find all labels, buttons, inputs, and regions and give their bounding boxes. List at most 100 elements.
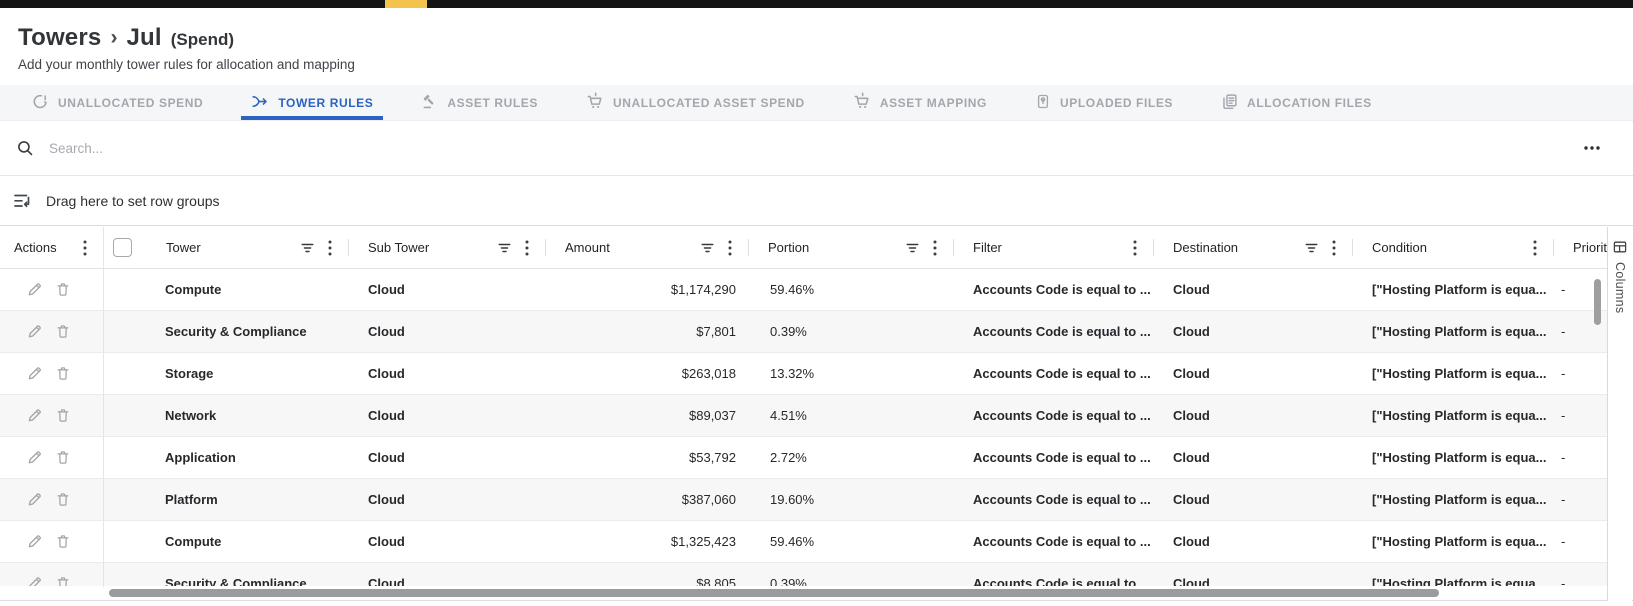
tab-uploaded-files[interactable]: UPLOADED FILES xyxy=(1011,85,1197,120)
column-menu-icon[interactable] xyxy=(83,240,87,256)
delete-row-button[interactable] xyxy=(55,575,71,586)
column-header-filter[interactable]: Filter xyxy=(953,227,1153,268)
condition-cell: ["Hosting Platform is equa... xyxy=(1372,576,1547,586)
filter-icon[interactable] xyxy=(1304,241,1319,255)
row-actions-cell xyxy=(0,563,103,586)
filter-cell: Accounts Code is equal to ... xyxy=(973,450,1151,465)
breadcrumb: Towers › Jul (Spend) xyxy=(18,8,1633,52)
column-menu-icon[interactable] xyxy=(1332,240,1336,256)
column-header-destination[interactable]: Destination xyxy=(1153,227,1352,268)
row-actions-cell xyxy=(0,269,103,310)
filter-icon[interactable] xyxy=(700,241,715,255)
amount-cell: $53,792 xyxy=(689,450,736,465)
table-row[interactable]: Network Cloud $89,037 4.51% Accounts Cod… xyxy=(0,395,1607,437)
tower-cell: Security & Compliance xyxy=(165,324,307,339)
row-group-icon xyxy=(12,191,32,211)
edit-row-button[interactable] xyxy=(26,281,43,298)
tab-label: UPLOADED FILES xyxy=(1059,95,1174,110)
tab-tower-rules[interactable]: TOWER RULES xyxy=(227,85,397,120)
destination-cell: Cloud xyxy=(1173,324,1210,339)
data-grid: Actions Tower Sub Tower xyxy=(0,227,1607,601)
portion-cell: 4.51% xyxy=(770,408,807,423)
table-row[interactable]: Platform Cloud $387,060 19.60% Accounts … xyxy=(0,479,1607,521)
filter-icon[interactable] xyxy=(300,241,315,255)
table-row[interactable]: Application Cloud $53,792 2.72% Accounts… xyxy=(0,437,1607,479)
destination-cell: Cloud xyxy=(1173,366,1210,381)
column-header-portion[interactable]: Portion xyxy=(748,227,953,268)
column-menu-icon[interactable] xyxy=(1533,240,1537,256)
tab-unallocated-spend[interactable]: UNALLOCATED SPEND xyxy=(8,85,227,120)
column-header-priority[interactable]: Priority xyxy=(1553,227,1607,268)
column-label: Condition xyxy=(1372,240,1427,255)
horizontal-scrollbar-track[interactable] xyxy=(103,587,1601,600)
column-label: Destination xyxy=(1173,240,1239,255)
sub-tower-cell: Cloud xyxy=(368,366,405,381)
edit-row-button[interactable] xyxy=(26,365,43,382)
tab-allocation-files[interactable]: ALLOCATION FILES xyxy=(1197,85,1396,120)
table-row[interactable]: Compute Cloud $1,325,423 59.46% Accounts… xyxy=(0,521,1607,563)
table-row[interactable]: Security & Compliance Cloud $7,801 0.39%… xyxy=(0,311,1607,353)
amount-cell: $1,174,290 xyxy=(670,282,736,297)
tab-asset-mapping[interactable]: ASSET MAPPING xyxy=(829,85,1011,120)
table-row[interactable]: Compute Cloud $1,174,290 59.46% Accounts… xyxy=(0,269,1607,311)
column-menu-icon[interactable] xyxy=(728,240,732,256)
delete-row-button[interactable] xyxy=(55,323,71,340)
delete-row-button[interactable] xyxy=(55,281,71,298)
row-group-drop-zone[interactable]: Drag here to set row groups xyxy=(0,177,1633,226)
column-menu-icon[interactable] xyxy=(933,240,937,256)
tower-cell: Network xyxy=(165,408,217,423)
filter-cell: Accounts Code is equal to ... xyxy=(973,366,1151,381)
edit-row-button[interactable] xyxy=(26,407,43,424)
vertical-scrollbar[interactable] xyxy=(1594,279,1601,325)
columns-panel-button[interactable]: Columns xyxy=(1608,227,1632,313)
edit-row-button[interactable] xyxy=(26,323,43,340)
amount-cell: $387,060 xyxy=(681,492,736,507)
grid-body: Compute Cloud $1,174,290 59.46% Accounts… xyxy=(0,269,1607,586)
delete-row-button[interactable] xyxy=(55,365,71,382)
delete-row-button[interactable] xyxy=(55,491,71,508)
tower-cell: Application xyxy=(165,450,236,465)
column-menu-icon[interactable] xyxy=(328,240,332,256)
gavel-icon xyxy=(421,93,438,113)
sub-tower-cell: Cloud xyxy=(368,492,405,507)
grid-header-row: Actions Tower Sub Tower xyxy=(0,227,1607,269)
column-label: Amount xyxy=(565,240,610,255)
column-header-tower[interactable]: Tower xyxy=(103,227,348,268)
month-title: Jul xyxy=(126,24,162,51)
horizontal-scrollbar-thumb[interactable] xyxy=(109,589,1439,597)
filter-icon[interactable] xyxy=(905,241,920,255)
edit-row-button[interactable] xyxy=(26,533,43,550)
table-row[interactable]: Security & Compliance Cloud $8,805 0.39%… xyxy=(0,563,1607,586)
column-header-sub-tower[interactable]: Sub Tower xyxy=(348,227,545,268)
column-label: Priority xyxy=(1573,240,1607,255)
portion-cell: 0.39% xyxy=(770,576,807,586)
tab-unallocated-asset-spend[interactable]: UNALLOCATED ASSET SPEND xyxy=(562,85,829,120)
column-menu-icon[interactable] xyxy=(525,240,529,256)
column-header-condition[interactable]: Condition xyxy=(1352,227,1553,268)
edit-row-button[interactable] xyxy=(26,491,43,508)
tool-panel-strip: Columns xyxy=(1607,227,1632,601)
edit-row-button[interactable] xyxy=(26,575,43,586)
search-input[interactable] xyxy=(47,139,471,157)
overflow-menu-button[interactable] xyxy=(1579,141,1605,155)
delete-row-button[interactable] xyxy=(55,533,71,550)
condition-cell: ["Hosting Platform is equa... xyxy=(1372,492,1547,507)
destination-cell: Cloud xyxy=(1173,282,1210,297)
filter-icon[interactable] xyxy=(497,241,512,255)
delete-row-button[interactable] xyxy=(55,449,71,466)
column-header-actions[interactable]: Actions xyxy=(0,227,103,268)
tab-asset-rules[interactable]: ASSET RULES xyxy=(397,85,562,120)
columns-grid-icon xyxy=(1612,239,1628,255)
column-menu-icon[interactable] xyxy=(1133,240,1137,256)
amount-cell: $263,018 xyxy=(681,366,736,381)
select-all-checkbox[interactable] xyxy=(113,238,132,257)
column-header-amount[interactable]: Amount xyxy=(545,227,748,268)
edit-row-button[interactable] xyxy=(26,449,43,466)
table-row[interactable]: Storage Cloud $263,018 13.32% Accounts C… xyxy=(0,353,1607,395)
priority-cell: - xyxy=(1561,492,1566,507)
cart-alert-icon xyxy=(586,92,604,113)
sub-tower-cell: Cloud xyxy=(368,450,405,465)
condition-cell: ["Hosting Platform is equa... xyxy=(1372,450,1547,465)
tab-label: ALLOCATION FILES xyxy=(1247,95,1372,110)
delete-row-button[interactable] xyxy=(55,407,71,424)
